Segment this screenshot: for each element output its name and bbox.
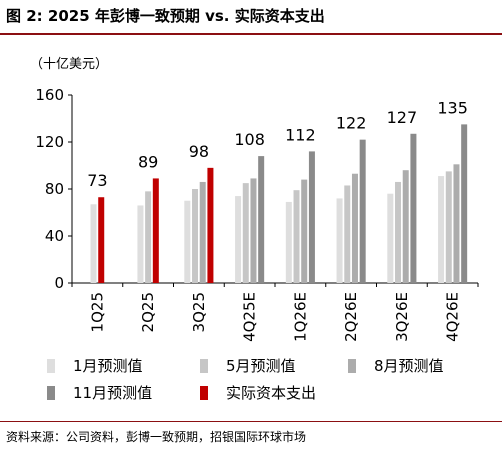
bar-1Q25-series-4 <box>98 197 105 283</box>
x-tick-label: 1Q26E <box>291 292 309 342</box>
bar-4Q26E-series-1 <box>445 171 452 284</box>
chart-title: 图 2: 2025 年彭博一致预期 vs. 实际资本支出 <box>6 7 325 25</box>
bar-2Q26E-series-2 <box>351 173 358 283</box>
bar-2Q26E-series-1 <box>344 185 351 283</box>
x-tick-label: 4Q25E <box>241 292 259 342</box>
legend-item-nov: 11月预测值 <box>47 382 152 403</box>
bar-3Q26E-series-0 <box>387 193 394 283</box>
legend-swatch-may <box>200 359 208 373</box>
x-tick-label: 4Q26E <box>444 292 462 342</box>
bar-1Q26E-series-2 <box>301 179 308 283</box>
bar-4Q26E-series-3 <box>461 124 468 284</box>
footer-divider <box>0 421 502 422</box>
legend-swatch-actual <box>200 386 208 400</box>
chart-canvas: 0 40 80 120 160 73 1Q25 89 2Q25 98 3Q25 108 4Q25E 112… <box>35 86 479 342</box>
data-label: 89 <box>138 152 158 171</box>
legend-label-aug: 8月预测值 <box>374 357 444 375</box>
legend-item-may: 5月预测值 <box>200 355 296 376</box>
title-divider <box>0 33 502 35</box>
y-tick-label: 40 <box>45 227 64 245</box>
y-tick-label: 80 <box>45 180 64 198</box>
legend-label-nov: 11月预测值 <box>73 384 153 402</box>
legend-item-jan: 1月预测值 <box>47 355 143 376</box>
legend-swatch-jan <box>47 359 55 373</box>
y-tick-label: 0 <box>54 274 64 292</box>
bar-3Q25-series-1 <box>192 189 199 283</box>
x-tick-label: 2Q26E <box>342 292 360 342</box>
bar-1Q26E-series-1 <box>293 190 300 283</box>
bar-4Q25E-series-3 <box>258 156 265 283</box>
legend-label-may: 5月预测值 <box>226 357 296 375</box>
bar-3Q25-series-2 <box>199 181 206 283</box>
data-label: 122 <box>336 114 367 133</box>
bar-2Q25-series-1 <box>145 191 152 283</box>
unit-label: （十亿美元） <box>30 57 109 72</box>
bar-3Q25-series-4 <box>207 167 214 283</box>
bar-1Q26E-series-3 <box>308 151 315 283</box>
legend-swatch-aug <box>348 359 356 373</box>
data-label: 112 <box>285 125 316 144</box>
bar-1Q26E-series-0 <box>285 201 292 283</box>
data-label: 108 <box>234 130 265 149</box>
legend-label-jan: 1月预测值 <box>73 357 143 375</box>
data-label: 135 <box>437 98 468 117</box>
bar-3Q26E-series-2 <box>402 170 409 283</box>
bar-2Q25-series-4 <box>152 178 159 283</box>
legend-item-aug: 8月预测值 <box>348 355 444 376</box>
bar-4Q26E-series-2 <box>453 164 460 283</box>
bar-3Q26E-series-3 <box>410 133 417 283</box>
bar-3Q25-series-0 <box>184 200 191 283</box>
data-label: 98 <box>189 142 209 161</box>
legend-swatch-nov <box>47 386 55 400</box>
bar-4Q26E-series-0 <box>438 176 445 283</box>
bar-2Q25-series-0 <box>137 205 144 283</box>
legend-label-actual: 实际资本支出 <box>226 384 317 402</box>
x-tick-label: 3Q26E <box>393 292 411 342</box>
bar-1Q25-series-0 <box>90 204 97 283</box>
bar-2Q26E-series-0 <box>336 198 343 283</box>
legend-item-actual: 实际资本支出 <box>200 382 316 403</box>
source-note: 资料来源：公司资料，彭博一致预期，招银国际环球市场 <box>6 430 307 444</box>
x-tick-label: 3Q25 <box>190 292 208 332</box>
x-tick-label: 2Q25 <box>139 292 157 332</box>
bar-4Q25E-series-2 <box>250 178 257 283</box>
data-label: 73 <box>87 171 107 190</box>
bar-4Q25E-series-0 <box>235 196 242 283</box>
data-label: 127 <box>387 108 418 127</box>
x-tick-label: 1Q25 <box>88 292 106 332</box>
bar-4Q25E-series-1 <box>242 183 249 284</box>
bar-2Q26E-series-3 <box>359 139 366 283</box>
y-tick-label: 120 <box>35 133 64 151</box>
y-tick-label: 160 <box>35 86 64 104</box>
bar-3Q26E-series-1 <box>395 181 402 283</box>
